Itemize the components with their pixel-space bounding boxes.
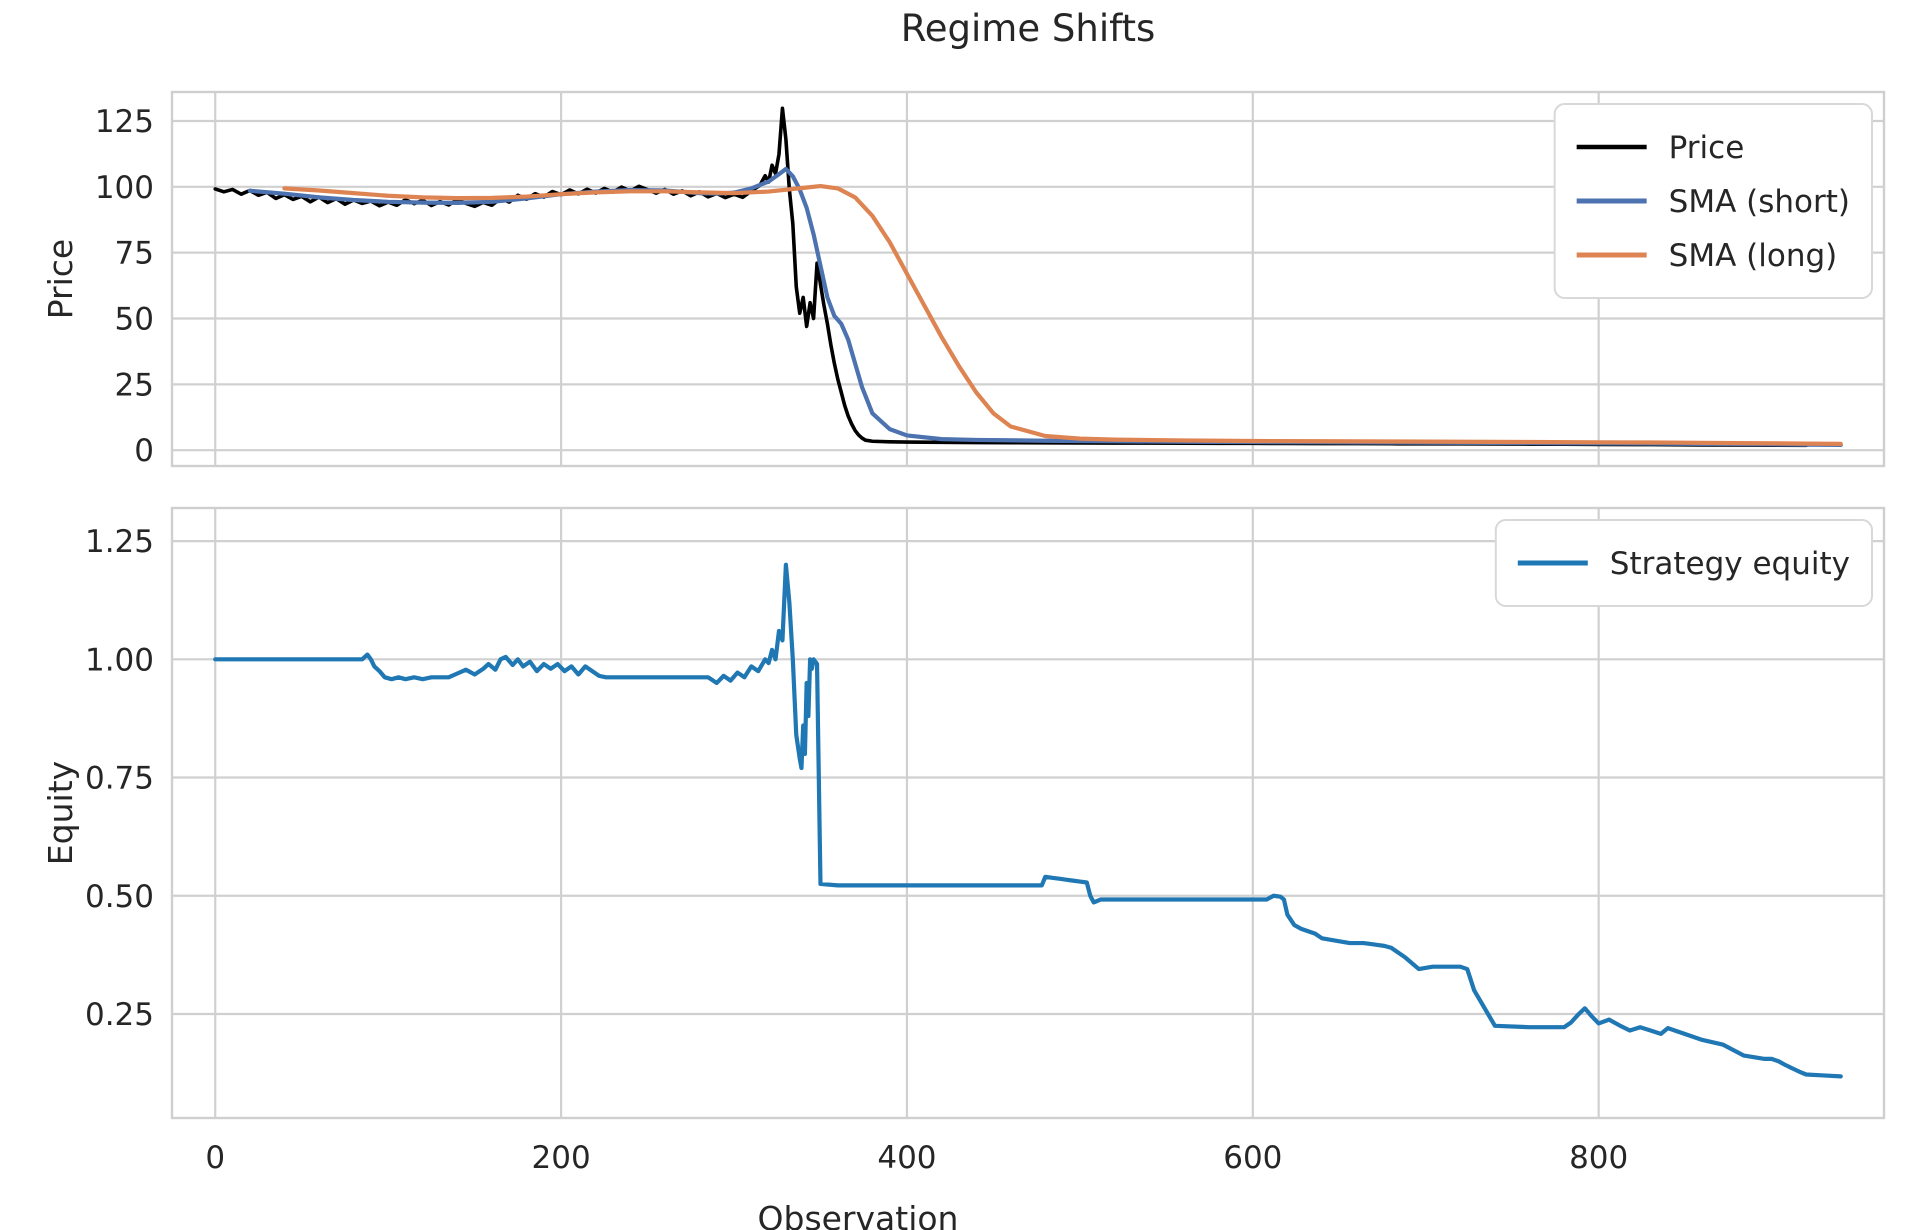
figure-title: Regime Shifts	[901, 7, 1156, 50]
legend-label-price: Price	[1669, 130, 1745, 166]
y-axis-label: Equity	[41, 761, 80, 865]
x-tick-label: 400	[877, 1140, 936, 1176]
y-tick-label: 0.75	[85, 761, 154, 797]
y-axis-label: Price	[41, 239, 80, 320]
x-tick-label: 800	[1569, 1140, 1628, 1176]
legend-box	[1494, 519, 1873, 607]
legend-box	[1553, 103, 1873, 299]
legend-label-sma-short: SMA (short)	[1669, 184, 1850, 220]
axes-frame	[170, 90, 1886, 468]
series-group	[213, 106, 1843, 448]
axes-frame	[170, 506, 1886, 1120]
legend-top: Price SMA (short) SMA (long)	[1553, 103, 1873, 299]
y-tick-label: 50	[115, 302, 154, 338]
y-tick-label: 1.25	[85, 524, 154, 560]
series-group	[213, 562, 1843, 1079]
legend-label-strategy-equity: Strategy equity	[1610, 546, 1850, 582]
legend-bottom: Strategy equity	[1494, 519, 1873, 607]
legend-label-sma-long: SMA (long)	[1669, 238, 1838, 274]
y-tick-label: 125	[95, 104, 154, 140]
y-tick-label: 25	[115, 367, 154, 403]
axes-panel-bottom: 0.25 0.50 0.75 1.00 1.25 0 200 400 600 800 Equity O…	[41, 506, 1886, 1230]
y-tick-label: 1.00	[85, 642, 154, 678]
x-axis-label: Observation	[758, 1199, 959, 1230]
x-tick-label: 600	[1223, 1140, 1282, 1176]
y-tick-label: 0.25	[85, 997, 154, 1033]
x-tick-label: 0	[205, 1140, 225, 1176]
series-line-sma-long	[282, 183, 1843, 446]
y-tick-label: 0.50	[85, 879, 154, 915]
x-tick-label: 200	[532, 1140, 591, 1176]
y-tick-label: 100	[95, 170, 154, 206]
y-tick-label: 75	[115, 236, 154, 272]
axes-panel-top: 0 25 50 75 100 125 Price Price SMA (short) SMA (l…	[41, 90, 1886, 469]
y-tick-label: 0	[134, 433, 154, 469]
series-line-strategy-equity	[213, 562, 1843, 1079]
